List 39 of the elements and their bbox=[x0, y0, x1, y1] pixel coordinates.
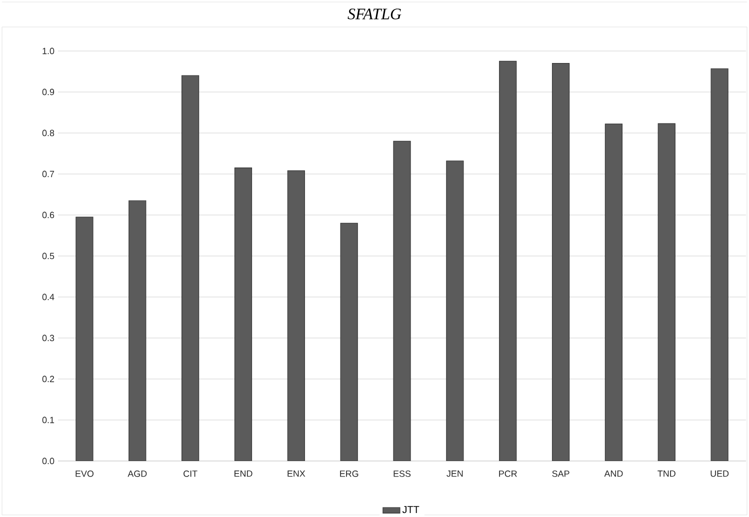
y-tick-label: 0.6 bbox=[42, 212, 54, 218]
y-tick-label: 0.1 bbox=[42, 416, 54, 424]
x-tick-label: END bbox=[234, 470, 252, 477]
y-tick-label: 0.5 bbox=[42, 252, 54, 260]
bar bbox=[182, 75, 200, 461]
bar bbox=[234, 168, 252, 461]
x-tick-label: EVO bbox=[76, 470, 94, 477]
bar bbox=[499, 60, 517, 461]
chart-title: SFATLG bbox=[348, 8, 402, 20]
x-tick-label: AGD bbox=[128, 470, 147, 477]
bar bbox=[604, 124, 622, 461]
x-tick-label: SAP bbox=[552, 470, 570, 477]
y-tick-label: 0.0 bbox=[42, 458, 54, 464]
bar bbox=[340, 222, 358, 461]
x-tick-label: ERG bbox=[340, 470, 358, 477]
x-tick-label: ESS bbox=[394, 470, 411, 477]
y-tick-label: 0.9 bbox=[42, 88, 54, 96]
y-tick-label: 0.4 bbox=[42, 294, 54, 300]
bar bbox=[76, 216, 94, 461]
x-tick-label: AND bbox=[604, 470, 623, 477]
bar bbox=[552, 62, 570, 461]
bar bbox=[287, 170, 305, 461]
legend-label: JTT bbox=[402, 506, 420, 514]
bar bbox=[446, 160, 464, 461]
y-tick-label: 1.0 bbox=[42, 48, 54, 54]
y-tick-label: 0.8 bbox=[42, 130, 54, 136]
x-tick-label: TND bbox=[658, 470, 676, 477]
x-tick-label: ENX bbox=[288, 470, 306, 477]
y-tick-label: 0.2 bbox=[42, 376, 54, 382]
x-tick-label: CIT bbox=[184, 470, 198, 477]
bar bbox=[658, 123, 676, 461]
bar bbox=[710, 68, 728, 461]
x-tick-label: PCR bbox=[499, 470, 517, 477]
bar bbox=[393, 140, 411, 461]
x-tick-label: UED bbox=[710, 470, 729, 477]
bar bbox=[128, 200, 146, 461]
x-tick-label: JEN bbox=[446, 470, 463, 477]
y-tick-label: 0.3 bbox=[42, 334, 54, 342]
y-tick-label: 0.7 bbox=[42, 170, 54, 178]
